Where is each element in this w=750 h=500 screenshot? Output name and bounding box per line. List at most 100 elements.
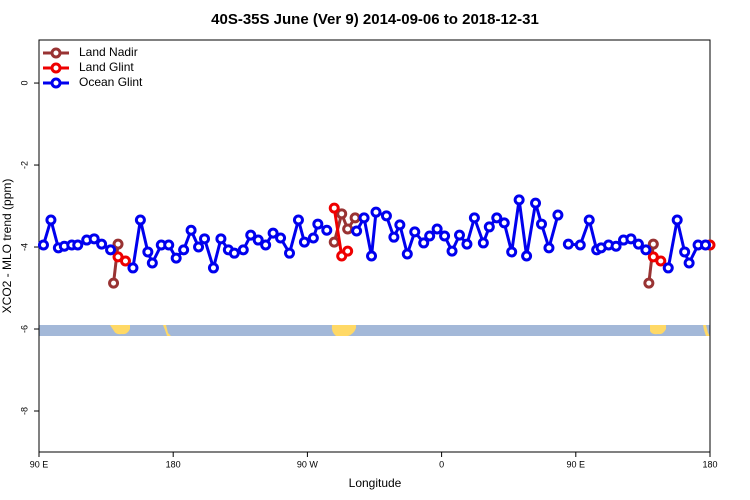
- data-point: [328, 236, 340, 248]
- data-point: [336, 208, 348, 220]
- x-tick-label: 90 W: [297, 459, 319, 469]
- data-point: [358, 212, 370, 224]
- data-point: [409, 226, 421, 238]
- data-point: [461, 238, 473, 250]
- data-point: [96, 238, 108, 250]
- data-point: [431, 223, 443, 235]
- data-point: [394, 219, 406, 231]
- data-point: [199, 233, 211, 245]
- x-tick-label: 180: [166, 459, 181, 469]
- data-point: [513, 194, 525, 206]
- y-tick-label: -6: [19, 325, 29, 333]
- legend-label: Land Glint: [79, 60, 134, 74]
- data-point: [683, 257, 695, 269]
- data-point: [292, 214, 304, 226]
- data-point: [142, 246, 154, 258]
- chart-title: 40S-35S June (Ver 9) 2014-09-06 to 2018-…: [211, 11, 539, 28]
- data-point: [45, 214, 57, 226]
- data-point: [574, 239, 586, 251]
- y-tick-label: -8: [19, 407, 29, 415]
- data-point: [207, 262, 219, 274]
- y-tick-label: -2: [19, 161, 29, 169]
- data-point: [228, 247, 240, 259]
- data-point: [366, 250, 378, 262]
- data-point: [647, 238, 659, 250]
- data-point: [245, 229, 257, 241]
- data-point: [267, 227, 279, 239]
- data-point: [679, 246, 691, 258]
- data-point: [127, 262, 139, 274]
- y-tick-label: -4: [19, 243, 29, 251]
- data-point: [655, 255, 667, 267]
- data-point: [477, 237, 489, 249]
- data-point: [108, 277, 120, 289]
- data-point: [112, 238, 124, 250]
- data-point: [506, 246, 518, 258]
- data-point: [193, 241, 205, 253]
- data-point: [351, 225, 363, 237]
- x-tick-label: 90 E: [30, 459, 49, 469]
- data-point: [562, 238, 574, 250]
- x-axis-label: Longitude: [349, 476, 402, 490]
- data-point: [170, 252, 182, 264]
- data-point: [342, 223, 354, 235]
- data-point: [418, 237, 430, 249]
- data-point: [237, 244, 249, 256]
- x-tick-label: 0: [439, 459, 444, 469]
- data-point: [260, 239, 272, 251]
- data-point: [146, 257, 158, 269]
- data-point: [163, 239, 175, 251]
- data-point: [610, 240, 622, 252]
- data-point: [252, 234, 264, 246]
- series-line: [112, 243, 120, 284]
- data-point: [284, 247, 296, 259]
- data-point: [298, 236, 310, 248]
- data-point: [662, 262, 674, 274]
- data-point: [536, 218, 548, 230]
- y-axis-label: XCO2 - MLO trend (ppm): [0, 179, 14, 314]
- data-point: [307, 232, 319, 244]
- data-point: [321, 224, 333, 236]
- data-point: [583, 214, 595, 226]
- data-point: [439, 230, 451, 242]
- data-point: [215, 233, 227, 245]
- data-point: [468, 212, 480, 224]
- data-point: [185, 224, 197, 236]
- data-point: [671, 214, 683, 226]
- y-tick-label: 0: [19, 81, 29, 86]
- data-point: [543, 242, 555, 254]
- data-point: [312, 218, 324, 230]
- land-strip: [39, 325, 710, 336]
- series: [112, 202, 716, 267]
- data-point: [342, 245, 354, 257]
- data-point: [37, 239, 49, 251]
- data-point: [530, 197, 542, 209]
- data-point: [483, 221, 495, 233]
- data-point: [349, 212, 361, 224]
- legend-marker: [50, 77, 62, 89]
- data-point: [119, 255, 131, 267]
- data-point: [328, 202, 340, 214]
- data-point: [453, 229, 465, 241]
- data-point: [178, 244, 190, 256]
- data-point: [640, 244, 652, 256]
- data-point: [380, 210, 392, 222]
- data-point: [134, 214, 146, 226]
- series: [108, 208, 659, 289]
- data-point: [88, 233, 100, 245]
- data-point: [446, 245, 458, 257]
- data-point: [370, 206, 382, 218]
- data-point: [700, 239, 712, 251]
- data-point: [388, 231, 400, 243]
- legend-label: Ocean Glint: [79, 75, 143, 89]
- legend-label: Land Nadir: [79, 45, 138, 59]
- data-point: [105, 244, 117, 256]
- data-point: [632, 238, 644, 250]
- data-point: [643, 277, 655, 289]
- data-point: [552, 209, 564, 221]
- data-point: [424, 230, 436, 242]
- data-point: [625, 233, 637, 245]
- x-tick-label: 180: [702, 459, 717, 469]
- series: [37, 194, 712, 274]
